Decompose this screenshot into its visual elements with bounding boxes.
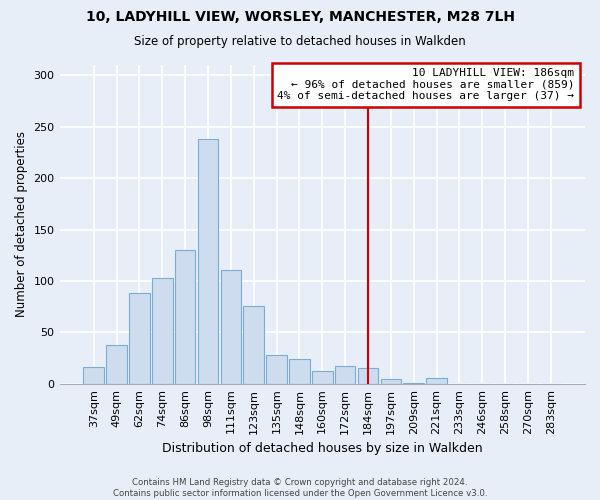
Bar — [335, 366, 355, 384]
Text: Size of property relative to detached houses in Walkden: Size of property relative to detached ho… — [134, 35, 466, 48]
Bar — [198, 139, 218, 384]
Y-axis label: Number of detached properties: Number of detached properties — [15, 132, 28, 318]
Bar — [175, 250, 196, 384]
Text: Contains HM Land Registry data © Crown copyright and database right 2024.
Contai: Contains HM Land Registry data © Crown c… — [113, 478, 487, 498]
Bar — [221, 270, 241, 384]
Bar — [266, 355, 287, 384]
Bar — [152, 278, 173, 384]
Bar — [380, 378, 401, 384]
Bar — [83, 368, 104, 384]
Bar — [312, 372, 332, 384]
Bar — [403, 383, 424, 384]
X-axis label: Distribution of detached houses by size in Walkden: Distribution of detached houses by size … — [162, 442, 482, 455]
Text: 10 LADYHILL VIEW: 186sqm
← 96% of detached houses are smaller (859)
4% of semi-d: 10 LADYHILL VIEW: 186sqm ← 96% of detach… — [277, 68, 574, 102]
Bar — [289, 359, 310, 384]
Bar — [106, 344, 127, 384]
Bar — [244, 306, 264, 384]
Bar — [129, 294, 150, 384]
Bar — [426, 378, 447, 384]
Bar — [358, 368, 378, 384]
Text: 10, LADYHILL VIEW, WORSLEY, MANCHESTER, M28 7LH: 10, LADYHILL VIEW, WORSLEY, MANCHESTER, … — [86, 10, 515, 24]
